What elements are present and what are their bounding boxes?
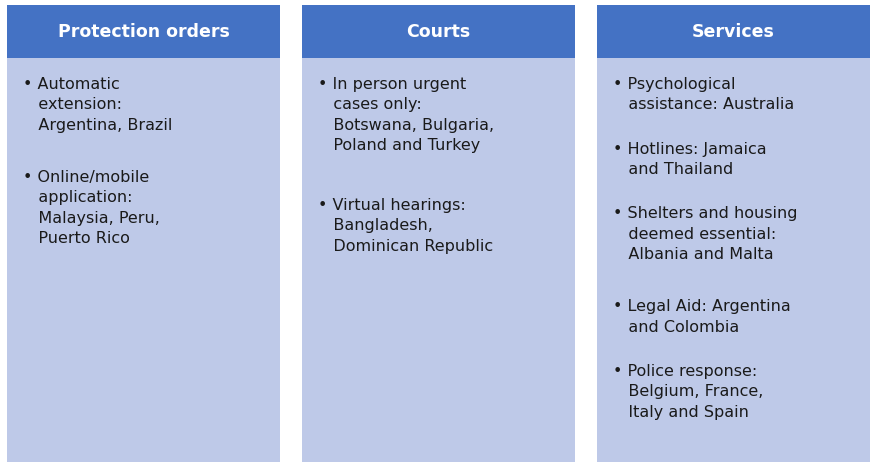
Text: • Police response:
   Belgium, France,
   Italy and Spain: • Police response: Belgium, France, Ital… <box>613 364 763 420</box>
Text: Courts: Courts <box>406 22 471 41</box>
Text: • In person urgent
   cases only:
   Botswana, Bulgaria,
   Poland and Turkey: • In person urgent cases only: Botswana,… <box>317 77 494 153</box>
Bar <box>7 5 280 58</box>
Text: • Legal Aid: Argentina
   and Colombia: • Legal Aid: Argentina and Colombia <box>613 299 790 335</box>
Bar <box>597 5 870 58</box>
Text: Protection orders: Protection orders <box>58 22 230 41</box>
Bar <box>7 5 280 462</box>
Text: • Online/mobile
   application:
   Malaysia, Peru,
   Puerto Rico: • Online/mobile application: Malaysia, P… <box>23 170 160 246</box>
Text: • Hotlines: Jamaica
   and Thailand: • Hotlines: Jamaica and Thailand <box>613 142 766 177</box>
Bar <box>302 5 575 462</box>
Bar <box>597 5 870 462</box>
Text: Services: Services <box>692 22 775 41</box>
Text: • Virtual hearings:
   Bangladesh,
   Dominican Republic: • Virtual hearings: Bangladesh, Dominica… <box>317 198 493 254</box>
Bar <box>302 5 575 58</box>
Text: • Shelters and housing
   deemed essential:
   Albania and Malta: • Shelters and housing deemed essential:… <box>613 206 797 262</box>
Text: • Psychological
   assistance: Australia: • Psychological assistance: Australia <box>613 77 794 113</box>
Text: • Automatic
   extension:
   Argentina, Brazil: • Automatic extension: Argentina, Brazil <box>23 77 172 133</box>
